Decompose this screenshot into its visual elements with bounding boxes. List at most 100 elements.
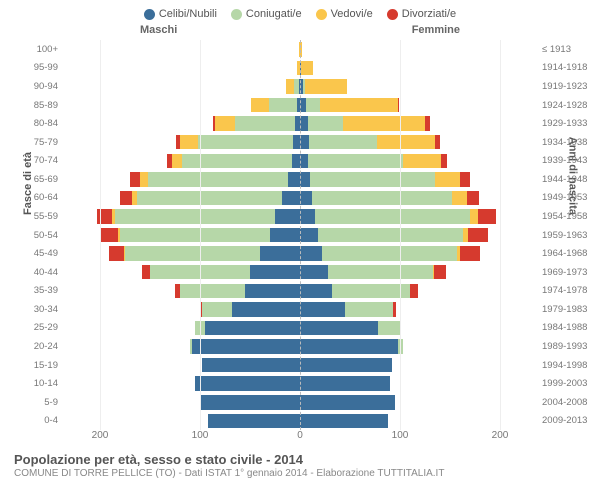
legend-swatch xyxy=(144,9,155,20)
legend-item: Celibi/Nubili xyxy=(144,8,217,20)
bar-segment xyxy=(148,172,288,186)
bar-segment xyxy=(215,116,235,130)
birth-label: 1929-1933 xyxy=(542,118,590,129)
bar-segment xyxy=(435,135,440,149)
bar-segment xyxy=(300,302,345,316)
age-label: 80-84 xyxy=(10,118,58,129)
age-label: 0-4 xyxy=(10,415,58,426)
bar-segment xyxy=(425,116,430,130)
birth-label: 1939-1943 xyxy=(542,155,590,166)
bar-segment xyxy=(312,191,452,205)
bar-segment xyxy=(200,395,300,409)
bar-segment xyxy=(435,172,460,186)
birth-label: 1999-2003 xyxy=(542,378,590,389)
bar-segment xyxy=(202,302,232,316)
legend-swatch xyxy=(231,9,242,20)
center-line xyxy=(300,40,301,430)
bar-segment xyxy=(300,339,398,353)
bar-segment xyxy=(198,135,293,149)
bar-male xyxy=(60,98,300,112)
bar-segment xyxy=(205,321,300,335)
bar-male xyxy=(60,191,300,205)
bar-segment xyxy=(282,191,300,205)
birth-label: 1949-1953 xyxy=(542,192,590,203)
gridline xyxy=(100,40,101,430)
x-tick: 100 xyxy=(192,430,209,441)
age-label: 75-79 xyxy=(10,137,58,148)
bar-segment xyxy=(467,191,479,205)
bar-segment xyxy=(142,265,150,279)
age-label: 50-54 xyxy=(10,230,58,241)
age-label: 70-74 xyxy=(10,155,58,166)
bar-segment xyxy=(300,191,312,205)
plot-area: Fasce di età Anni di nascita 100+≤ 19139… xyxy=(60,40,540,430)
bar-female xyxy=(300,414,540,428)
x-tick: 100 xyxy=(392,430,409,441)
bar-female xyxy=(300,191,540,205)
bar-segment xyxy=(315,209,470,223)
bar-male xyxy=(60,395,300,409)
bar-male xyxy=(60,42,300,56)
legend-item: Vedovi/e xyxy=(316,8,373,20)
bar-segment xyxy=(301,61,313,75)
bar-segment xyxy=(269,98,297,112)
bar-male xyxy=(60,321,300,335)
bar-male xyxy=(60,228,300,242)
bar-segment xyxy=(460,172,470,186)
birth-label: 1994-1998 xyxy=(542,360,590,371)
legend-swatch xyxy=(387,9,398,20)
birth-label: 1934-1938 xyxy=(542,137,590,148)
age-label: 55-59 xyxy=(10,211,58,222)
bar-female xyxy=(300,116,540,130)
bar-segment xyxy=(377,135,435,149)
bar-segment xyxy=(320,98,398,112)
bar-segment xyxy=(308,116,343,130)
age-label: 25-29 xyxy=(10,322,58,333)
bar-segment xyxy=(192,339,300,353)
bar-male xyxy=(60,302,300,316)
side-headers: Maschi Femmine xyxy=(10,24,590,40)
bar-segment xyxy=(125,246,260,260)
gridline xyxy=(200,40,201,430)
bar-segment xyxy=(378,321,400,335)
bar-female xyxy=(300,154,540,168)
x-axis: 2001000100200 xyxy=(60,430,540,446)
bar-segment xyxy=(441,154,447,168)
bar-segment xyxy=(300,321,378,335)
legend-item: Divorziati/e xyxy=(387,8,456,20)
bar-female xyxy=(300,302,540,316)
age-label: 95-99 xyxy=(10,62,58,73)
age-label: 10-14 xyxy=(10,378,58,389)
bar-female xyxy=(300,172,540,186)
age-label: 20-24 xyxy=(10,341,58,352)
x-tick: 200 xyxy=(92,430,109,441)
bar-segment xyxy=(286,79,294,93)
bar-segment xyxy=(115,209,275,223)
bar-segment xyxy=(140,172,148,186)
birth-label: ≤ 1913 xyxy=(542,44,590,55)
chart-subtitle: COMUNE DI TORRE PELLICE (TO) - Dati ISTA… xyxy=(14,468,590,479)
age-label: 5-9 xyxy=(10,397,58,408)
bar-female xyxy=(300,265,540,279)
bar-segment xyxy=(109,246,124,260)
birth-label: 1979-1983 xyxy=(542,304,590,315)
bar-segment xyxy=(300,414,388,428)
bar-female xyxy=(300,339,540,353)
bar-segment xyxy=(180,135,198,149)
header-female: Femmine xyxy=(412,24,460,36)
birth-label: 1964-1968 xyxy=(542,248,590,259)
bar-segment xyxy=(120,191,132,205)
bar-segment xyxy=(300,209,315,223)
bar-segment xyxy=(300,395,395,409)
birth-label: 2004-2008 xyxy=(542,397,590,408)
birth-label: 1914-1918 xyxy=(542,62,590,73)
bar-segment xyxy=(250,265,300,279)
legend: Celibi/NubiliConiugati/eVedovi/eDivorzia… xyxy=(10,8,590,20)
bar-female xyxy=(300,42,540,56)
bar-segment xyxy=(275,209,300,223)
bar-segment xyxy=(172,154,182,168)
bar-segment xyxy=(398,98,399,112)
age-label: 90-94 xyxy=(10,81,58,92)
bar-segment xyxy=(309,135,377,149)
bar-segment xyxy=(300,135,309,149)
